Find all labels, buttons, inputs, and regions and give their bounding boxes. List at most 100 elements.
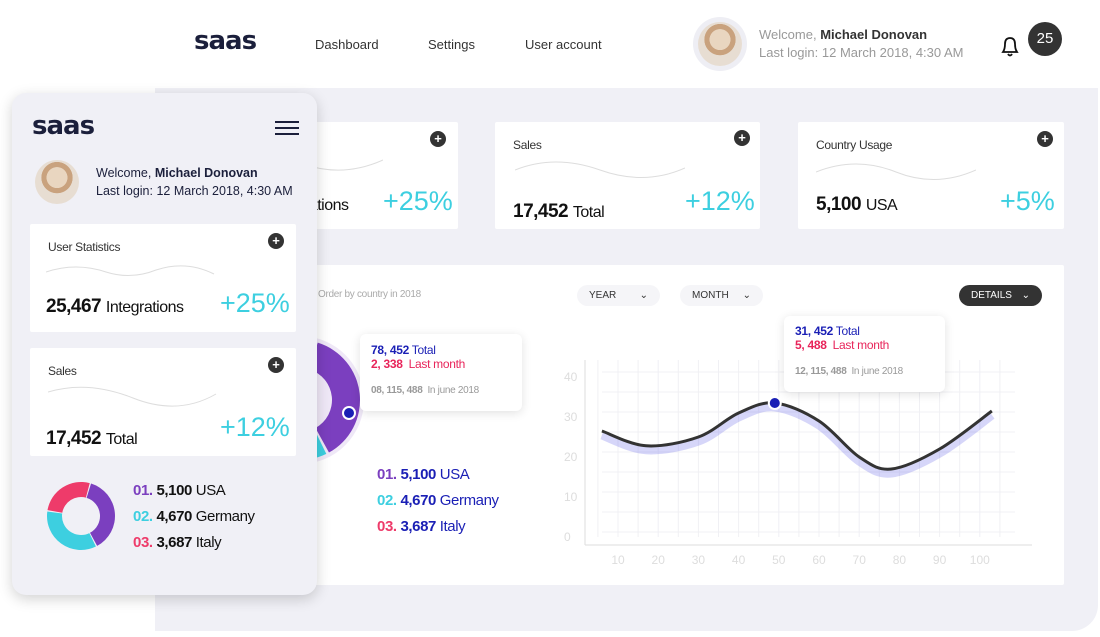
legend-value: 5,100 <box>400 466 436 483</box>
tooltip-june: 12, 115, 488 <box>795 366 847 377</box>
tooltip-last-label: Last month <box>408 357 466 371</box>
notification-badge[interactable]: 25 <box>1028 22 1062 56</box>
legend-value: 5,100 <box>156 482 192 499</box>
welcome-text: Welcome, <box>759 27 817 42</box>
highlight-point[interactable] <box>769 398 780 408</box>
legend-country: Italy <box>439 518 466 535</box>
legend-rank: 02. <box>133 508 153 525</box>
card-unit: USA <box>865 197 898 214</box>
card-title: User Statistics <box>48 240 121 254</box>
orders-subtitle: Order by country in 2018 <box>318 289 421 300</box>
legend-item: 01. 5,100 USA <box>133 478 255 504</box>
tooltip-total-label: Total <box>835 324 860 338</box>
chevron-down-icon: ⌄ <box>639 290 648 301</box>
line-glow <box>600 402 995 478</box>
x-tick-label: 40 <box>732 553 746 567</box>
sidebar-card-sales: Sales + 17,452 Total +12% <box>30 348 296 456</box>
add-icon[interactable]: + <box>268 357 284 373</box>
tooltip-last: 5, 488 <box>795 338 827 352</box>
year-label: YEAR <box>589 290 617 301</box>
legend-item: 02. 4,670 Germany <box>133 504 255 530</box>
legend-value: 3,687 <box>400 518 436 535</box>
x-tick-label: 70 <box>853 553 867 567</box>
bell-icon[interactable] <box>999 34 1021 58</box>
logo[interactable]: saas <box>194 26 257 56</box>
nav-settings[interactable]: Settings <box>428 37 475 52</box>
card-country-usage: Country Usage + 5,100 USA +5% <box>798 122 1064 229</box>
card-change: +5% <box>1000 186 1055 216</box>
legend-rank: 03. <box>377 518 397 535</box>
legend-value: 4,670 <box>400 492 436 509</box>
card-change: +12% <box>220 412 290 442</box>
legend-rank: 02. <box>377 492 397 509</box>
legend-country: Germany <box>195 508 255 525</box>
tooltip-total-label: Total <box>411 343 436 357</box>
x-tick-label: 60 <box>812 553 826 567</box>
donut-slice-usa[interactable] <box>309 342 361 453</box>
chevron-down-icon: ⌄ <box>742 290 751 301</box>
header-welcome: Welcome, Michael Donovan <box>759 27 927 42</box>
donut-slice-germany[interactable] <box>46 511 96 550</box>
legend-value: 3,687 <box>156 534 192 551</box>
wave-icon <box>48 386 217 407</box>
y-tick-label: 40 <box>564 370 578 384</box>
y-tick-label: 30 <box>564 410 578 424</box>
year-dropdown[interactable]: YEAR ⌄ <box>577 285 660 306</box>
add-icon[interactable]: + <box>734 130 750 146</box>
donut-marker[interactable] <box>344 408 354 418</box>
card-unit: Integrations <box>105 299 184 316</box>
add-icon[interactable]: + <box>268 233 284 249</box>
nav-dashboard[interactable]: Dashboard <box>315 37 379 52</box>
legend-item: 02. 4,670 Germany <box>377 488 499 514</box>
card-change: +12% <box>685 186 755 216</box>
card-unit: Total <box>105 431 138 448</box>
card-change: +25% <box>383 186 453 216</box>
sidebar-card-user-statistics: User Statistics + 25,467 Integrations +2… <box>30 224 296 332</box>
donut-tooltip: 78, 452 Total 2, 338 Last month 08, 115,… <box>360 334 522 411</box>
card-value: 17,452 <box>46 428 102 449</box>
legend-item: 03. 3,687 Italy <box>133 530 255 556</box>
sidebar-logo[interactable]: saas <box>32 111 95 141</box>
legend-country: USA <box>195 482 226 499</box>
x-tick-label: 50 <box>772 553 786 567</box>
wave-icon <box>515 161 685 178</box>
tooltip-last: 2, 338 <box>371 357 403 371</box>
card-title: Sales <box>513 138 542 152</box>
legend-value: 4,670 <box>156 508 192 525</box>
welcome-text: Welcome, <box>96 166 152 180</box>
nav-user-account[interactable]: User account <box>525 37 602 52</box>
x-tick-label: 80 <box>893 553 907 567</box>
legend-rank: 03. <box>133 534 153 551</box>
x-tick-label: 10 <box>611 553 625 567</box>
x-tick-label: 20 <box>652 553 666 567</box>
donut-slice-italy[interactable] <box>47 482 90 513</box>
card-change: +25% <box>220 288 290 318</box>
month-dropdown[interactable]: MONTH ⌄ <box>680 285 763 306</box>
chevron-down-icon: ⌄ <box>1021 290 1030 301</box>
legend-rank: 01. <box>133 482 153 499</box>
y-tick-label: 0 <box>564 530 571 544</box>
avatar-image <box>698 22 742 66</box>
donut-slice-usa[interactable] <box>86 483 115 546</box>
avatar[interactable] <box>693 17 747 71</box>
x-tick-label: 90 <box>933 553 947 567</box>
sidebar-last-login: Last login: 12 March 2018, 4:30 AM <box>96 184 293 198</box>
legend-country: Germany <box>439 492 499 509</box>
details-button[interactable]: DETAILS ⌄ <box>959 285 1042 306</box>
add-icon[interactable]: + <box>430 131 446 147</box>
tooltip-last-label: Last month <box>832 338 890 352</box>
line-chart: 0 10 20 30 40 10 20 30 40 50 60 70 80 90 100 <box>564 360 1032 567</box>
card-title: Country Usage <box>816 138 893 152</box>
hamburger-menu-icon[interactable] <box>275 121 299 135</box>
legend-country: Italy <box>195 534 222 551</box>
series-line <box>601 401 993 471</box>
tooltip-june-label: In june 2018 <box>427 385 479 396</box>
sidebar-country-donut <box>46 482 115 550</box>
sidebar-welcome: Welcome, Michael Donovan <box>96 166 258 180</box>
x-tick-label: 30 <box>692 553 706 567</box>
tooltip-june-label: In june 2018 <box>851 366 903 377</box>
country-legend: 01. 5,100 USA 02. 4,670 Germany 03. 3,687 … <box>377 462 499 540</box>
add-icon[interactable]: + <box>1037 131 1053 147</box>
wave-icon <box>816 163 976 180</box>
sidebar-avatar[interactable] <box>35 160 79 204</box>
